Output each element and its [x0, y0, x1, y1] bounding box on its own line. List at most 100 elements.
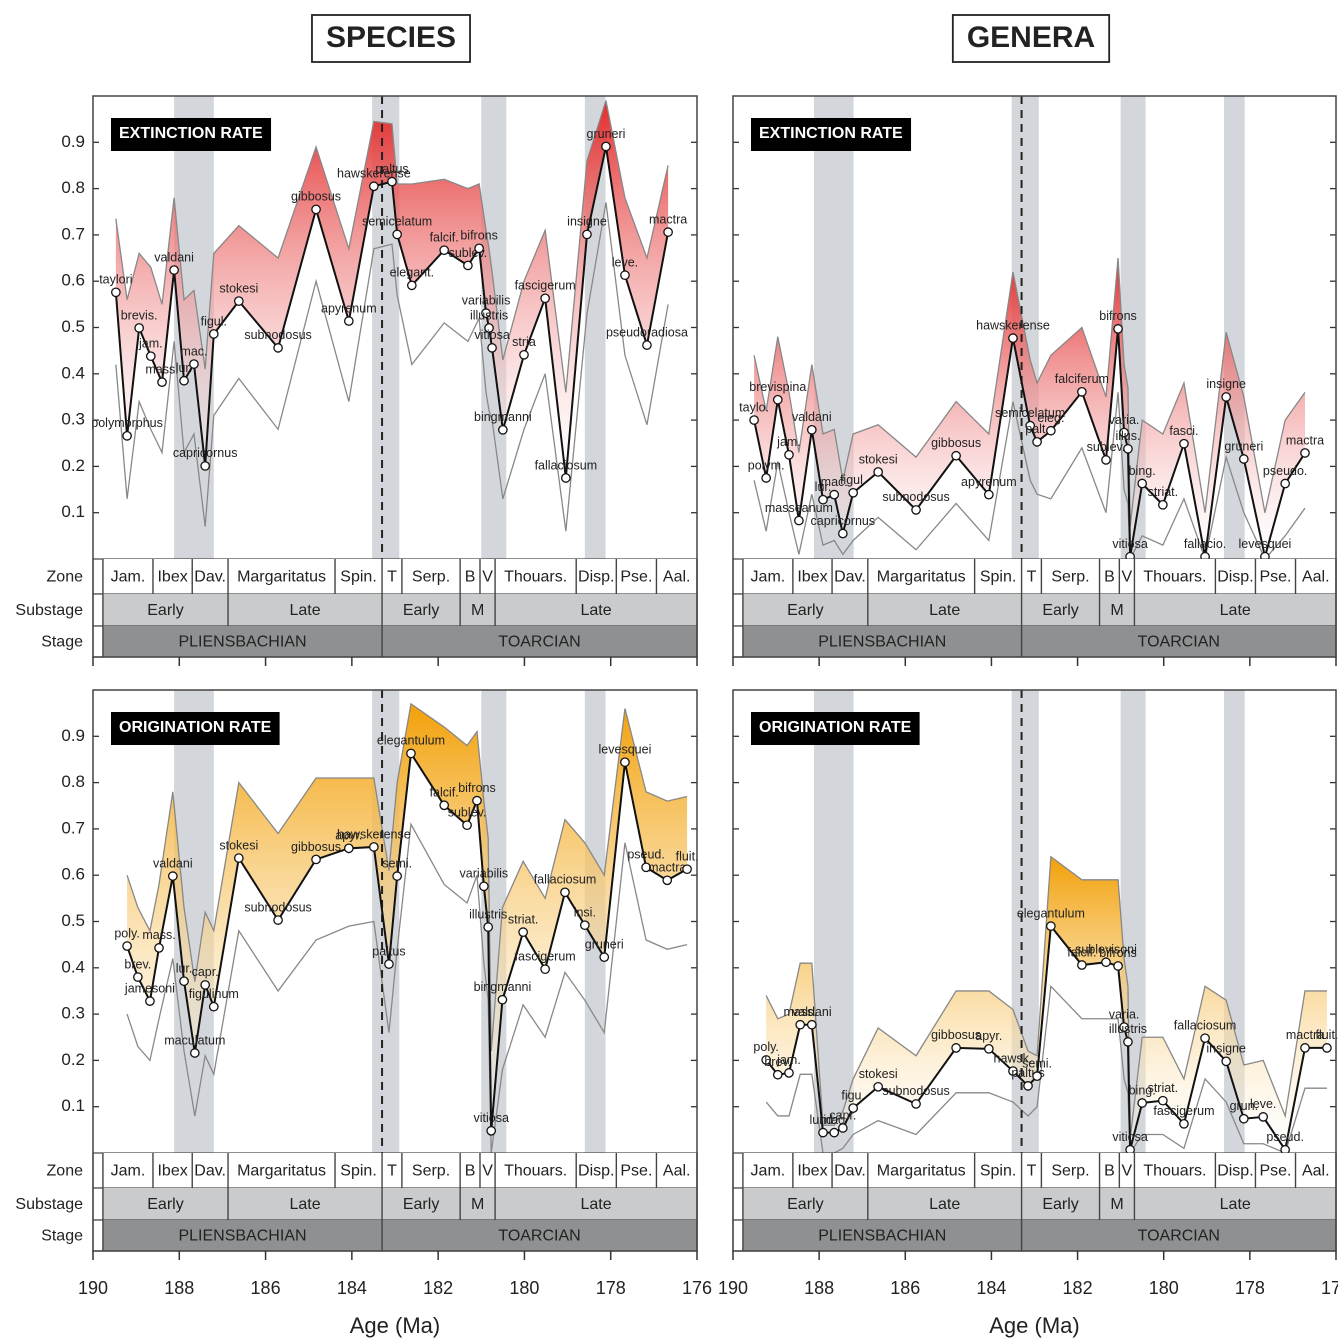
point	[406, 748, 416, 759]
point-label: subnodosus	[244, 328, 311, 342]
point-label: brevis.	[121, 308, 158, 322]
x-tick-label: 188	[164, 1278, 194, 1298]
y-tick-label: 0.9	[61, 726, 85, 745]
point	[167, 871, 178, 881]
timescale-fill	[742, 1188, 1336, 1220]
point-label: subnodosus	[882, 490, 949, 504]
point	[343, 316, 354, 326]
timescale-fill	[102, 1188, 698, 1220]
point-label: insi.	[574, 906, 596, 920]
timescale-label: Early	[787, 602, 823, 619]
point	[406, 280, 417, 291]
point	[873, 1081, 884, 1092]
point	[487, 343, 497, 353]
point	[439, 800, 450, 811]
point-label: sublev.	[1087, 440, 1126, 454]
point	[518, 927, 528, 937]
point-label: hawskerense	[976, 318, 1050, 332]
point	[1300, 1043, 1310, 1053]
point-label: apyrenum	[961, 475, 1017, 489]
timescale-label: B	[465, 1163, 476, 1180]
point-label: valdani	[792, 1005, 832, 1019]
timescale-fill	[742, 1153, 1336, 1188]
panel-title: ORIGINATION RATE	[119, 719, 272, 736]
timescale-label: V	[482, 569, 493, 586]
point	[1280, 478, 1291, 489]
point-label: vitiosa	[474, 328, 509, 342]
timescale-label: TOARCIAN	[498, 1228, 580, 1245]
point	[481, 308, 491, 318]
point-label: brevispina	[749, 380, 806, 394]
point-label: illustris	[469, 907, 507, 921]
point	[1123, 443, 1133, 454]
panel-frame	[92, 689, 698, 1252]
point-label: poly.	[753, 1040, 778, 1054]
timescale-label: Jam.	[751, 1163, 786, 1180]
timescale-label: Dav.	[194, 569, 226, 586]
timescale-label: Late	[929, 1196, 960, 1213]
point-label: pseudo.	[1263, 464, 1307, 478]
timescale-label: Dav.	[834, 1163, 866, 1180]
point	[384, 959, 394, 969]
point-label: apyr.	[335, 829, 362, 843]
point	[848, 487, 859, 498]
point	[1221, 1056, 1232, 1067]
timescale-label: T	[387, 1163, 397, 1180]
rate-fill	[127, 703, 688, 1131]
timescale-label: Late	[289, 1196, 320, 1213]
point	[620, 757, 630, 768]
timescale-label: Serp.	[412, 1163, 450, 1180]
point-label: semi.	[1022, 1056, 1052, 1070]
point	[1008, 333, 1018, 343]
point-label: elegantulum	[1017, 906, 1085, 920]
point	[795, 1019, 806, 1030]
point-label: valdani	[792, 410, 832, 424]
point-label: elegant.	[390, 266, 434, 280]
y-tick-label: 0.1	[61, 1096, 85, 1115]
timescale-fill	[742, 626, 1336, 657]
x-axis-label: Age (Ma)	[989, 1313, 1079, 1338]
point	[873, 467, 884, 477]
point	[273, 343, 283, 353]
point	[663, 227, 673, 237]
timescale-label: Disp.	[578, 1163, 614, 1180]
y-tick-label: 0.2	[61, 456, 85, 475]
point	[1300, 448, 1310, 458]
point-label: eleg.	[1037, 411, 1064, 425]
timescale-label: T	[1027, 569, 1037, 586]
point	[837, 1123, 848, 1133]
point	[1137, 478, 1148, 489]
point-label: poly.	[114, 926, 139, 940]
timescale-label: Ibex	[797, 1163, 827, 1180]
x-tick-label: 188	[804, 1278, 834, 1298]
timescale-label: Late	[580, 1196, 611, 1213]
point-label: insigne	[1206, 1042, 1246, 1056]
lower-envelope	[126, 822, 688, 1154]
point	[1025, 420, 1036, 431]
timescale-label: TOARCIAN	[498, 634, 580, 651]
panel-title: ORIGINATION RATE	[759, 719, 912, 736]
point-label: fallaciosum	[534, 873, 597, 887]
point	[1113, 961, 1123, 971]
point	[439, 245, 450, 256]
timescale-label: Pse.	[1259, 569, 1291, 586]
panel-title: EXTINCTION RATE	[119, 125, 263, 142]
timescale-label: Ibex	[157, 1163, 187, 1180]
point	[486, 1125, 497, 1136]
point-label: sublevisoni	[1075, 943, 1137, 957]
point-label: hawskerense	[337, 827, 411, 841]
point	[829, 489, 840, 500]
timescale-label: Spin.	[340, 1163, 376, 1180]
timescale-label: Early	[1042, 1196, 1078, 1213]
point	[462, 820, 472, 831]
point	[200, 461, 211, 471]
point	[829, 1127, 840, 1138]
point-label: jamesoni	[124, 981, 175, 995]
timescale-label: B	[1104, 569, 1115, 586]
point	[208, 329, 219, 339]
panel: poly. brev. jamesoni mass. valdani lur. macula…	[15, 689, 712, 1338]
timescale-label: T	[1027, 1163, 1037, 1180]
timescale-label: V	[1122, 1163, 1133, 1180]
point	[479, 881, 489, 892]
point	[343, 843, 354, 854]
